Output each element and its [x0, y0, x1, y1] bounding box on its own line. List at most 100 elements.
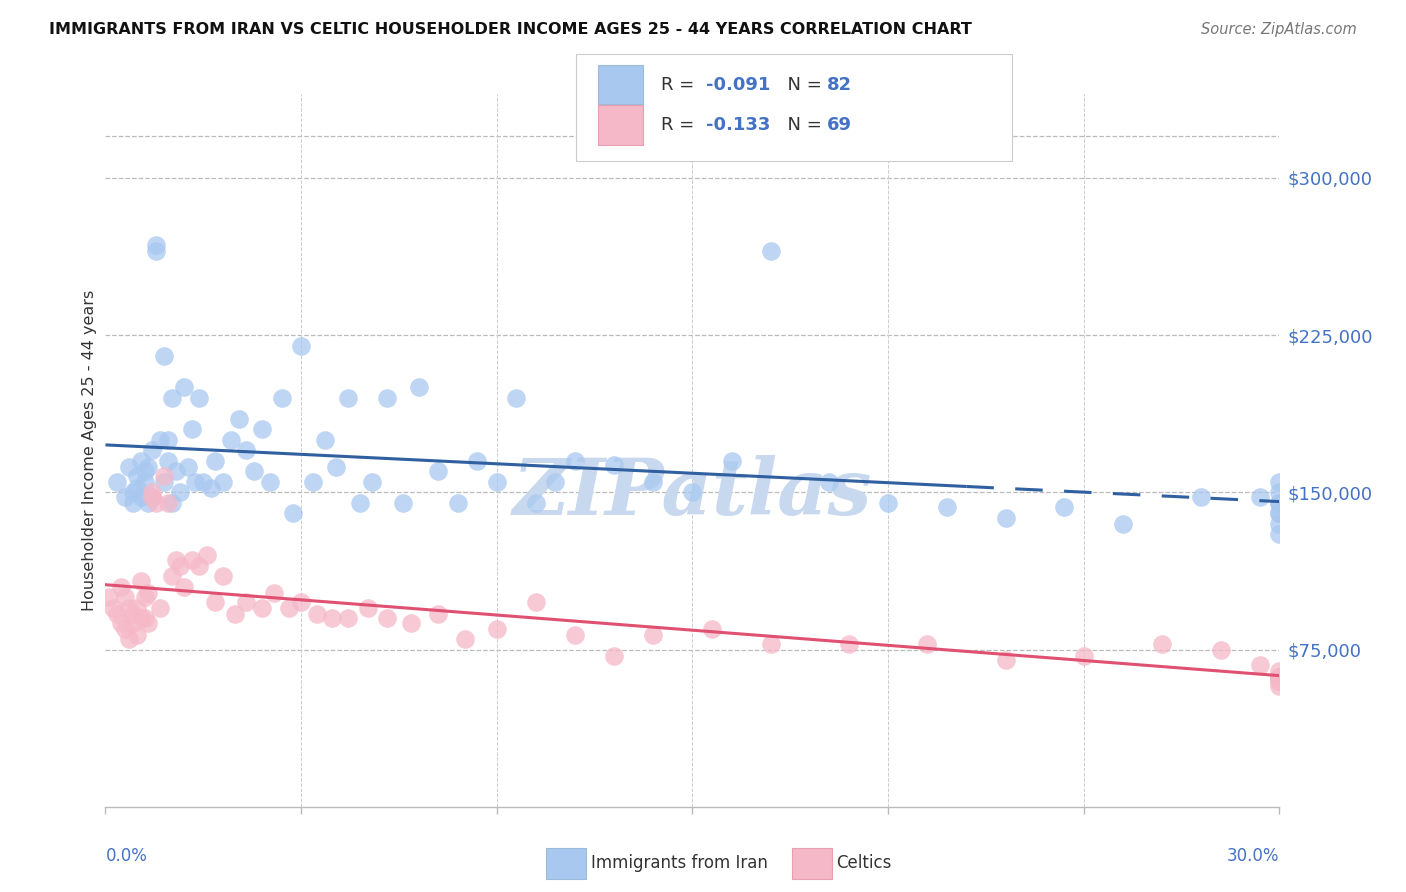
- Point: [153, 475, 176, 489]
- Point: [98, 591, 121, 605]
- Point: [121, 485, 143, 500]
- Text: N =: N =: [776, 116, 828, 134]
- Point: [485, 475, 508, 489]
- Point: [1268, 679, 1291, 693]
- Point: [157, 454, 180, 468]
- Point: [114, 622, 136, 636]
- Point: [446, 496, 468, 510]
- Point: [110, 615, 132, 630]
- Point: [195, 549, 218, 563]
- Point: [643, 475, 665, 489]
- Point: [138, 586, 160, 600]
- Point: [173, 580, 195, 594]
- Point: [1053, 500, 1076, 515]
- Point: [759, 636, 782, 650]
- Point: [994, 653, 1017, 667]
- Point: [153, 468, 176, 483]
- Point: [129, 490, 152, 504]
- Point: [149, 433, 172, 447]
- Point: [1268, 670, 1291, 684]
- Point: [118, 460, 141, 475]
- Point: [219, 433, 242, 447]
- Point: [180, 422, 202, 436]
- Text: IMMIGRANTS FROM IRAN VS CELTIC HOUSEHOLDER INCOME AGES 25 - 44 YEARS CORRELATION: IMMIGRANTS FROM IRAN VS CELTIC HOUSEHOLD…: [49, 22, 972, 37]
- Text: -0.091: -0.091: [706, 76, 770, 94]
- Point: [145, 244, 167, 258]
- Point: [160, 569, 183, 583]
- Point: [129, 454, 152, 468]
- Point: [228, 412, 250, 426]
- Text: Immigrants from Iran: Immigrants from Iran: [591, 855, 768, 872]
- Point: [375, 391, 398, 405]
- Point: [165, 552, 187, 566]
- Point: [427, 465, 450, 479]
- Point: [138, 615, 160, 630]
- Point: [157, 433, 180, 447]
- Point: [169, 485, 191, 500]
- Text: Source: ZipAtlas.com: Source: ZipAtlas.com: [1201, 22, 1357, 37]
- Point: [176, 460, 198, 475]
- Text: 69: 69: [827, 116, 852, 134]
- Point: [818, 475, 841, 489]
- Point: [250, 600, 273, 615]
- Point: [145, 496, 167, 510]
- Point: [1268, 670, 1291, 684]
- Point: [1268, 664, 1291, 678]
- Point: [160, 496, 183, 510]
- Point: [114, 490, 136, 504]
- Point: [278, 600, 301, 615]
- Point: [302, 475, 325, 489]
- Text: -0.133: -0.133: [706, 116, 770, 134]
- Point: [125, 468, 148, 483]
- Text: R =: R =: [661, 76, 700, 94]
- Point: [408, 380, 430, 394]
- Point: [160, 391, 183, 405]
- Point: [314, 433, 336, 447]
- Point: [564, 628, 586, 642]
- Point: [134, 465, 156, 479]
- Point: [283, 507, 305, 521]
- Point: [1268, 496, 1291, 510]
- Point: [544, 475, 567, 489]
- Point: [1073, 649, 1095, 664]
- Point: [838, 636, 860, 650]
- Point: [105, 607, 128, 622]
- Point: [259, 475, 281, 489]
- Point: [118, 600, 141, 615]
- Point: [375, 611, 398, 625]
- Point: [193, 475, 215, 489]
- Point: [211, 569, 233, 583]
- Point: [169, 558, 191, 573]
- Point: [720, 454, 742, 468]
- Point: [290, 338, 312, 352]
- Point: [103, 600, 125, 615]
- Point: [1268, 516, 1291, 531]
- Point: [134, 611, 156, 625]
- Point: [392, 496, 415, 510]
- Point: [485, 622, 508, 636]
- Text: N =: N =: [776, 76, 828, 94]
- Point: [125, 600, 148, 615]
- Point: [173, 380, 195, 394]
- Point: [360, 475, 382, 489]
- Point: [1268, 485, 1291, 500]
- Point: [129, 611, 152, 625]
- Point: [121, 607, 143, 622]
- Point: [105, 475, 128, 489]
- Point: [134, 475, 156, 489]
- Point: [204, 454, 226, 468]
- Point: [125, 481, 148, 495]
- Point: [759, 244, 782, 258]
- Text: ZIPatlas: ZIPatlas: [513, 455, 872, 532]
- Point: [356, 600, 378, 615]
- Point: [235, 594, 257, 608]
- Point: [465, 454, 488, 468]
- Point: [454, 632, 477, 647]
- Point: [141, 490, 163, 504]
- Point: [524, 496, 547, 510]
- Point: [121, 496, 143, 510]
- Point: [1268, 475, 1291, 489]
- Point: [200, 481, 222, 495]
- Point: [110, 580, 132, 594]
- Point: [1249, 490, 1271, 504]
